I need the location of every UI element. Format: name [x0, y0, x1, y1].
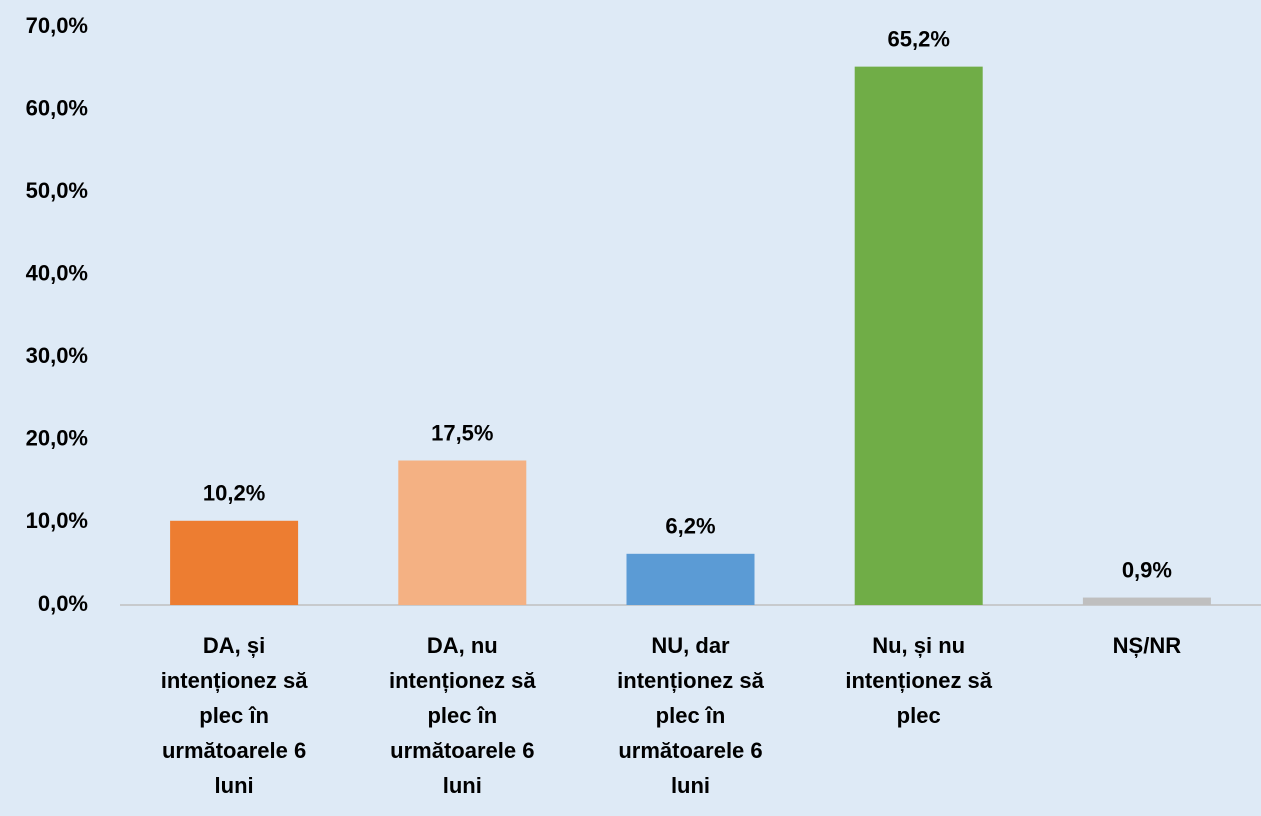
x-tick-label: Nu, și nu intenționez să plec [845, 633, 993, 728]
x-tick-label: DA, nu intenționez să plec în următoarel… [388, 633, 536, 798]
y-tick-label: 50,0% [26, 178, 88, 203]
data-label: 0,9% [1122, 557, 1172, 582]
data-label: 17,5% [431, 420, 493, 445]
y-tick-label: 70,0% [26, 13, 88, 38]
data-label: 10,2% [203, 481, 265, 506]
x-tick-label: DA, și intenționez să plec în următoarel… [160, 633, 308, 798]
data-label: 6,2% [665, 514, 715, 539]
y-tick-label: 10,0% [26, 508, 88, 533]
bar [170, 520, 299, 605]
data-label: 65,2% [888, 26, 950, 51]
x-tick-label: NȘ/NR [1112, 633, 1182, 658]
bar [1082, 597, 1211, 605]
y-tick-label: 40,0% [26, 261, 88, 286]
bar [854, 66, 983, 606]
bar [398, 460, 527, 605]
y-tick-label: 30,0% [26, 343, 88, 368]
bar [626, 553, 755, 605]
x-tick-label: NU, dar intenționez să plec în următoare… [617, 633, 764, 798]
y-tick-label: 20,0% [26, 426, 88, 451]
y-tick-label: 60,0% [26, 95, 88, 120]
y-tick-label: 0,0% [38, 591, 88, 616]
